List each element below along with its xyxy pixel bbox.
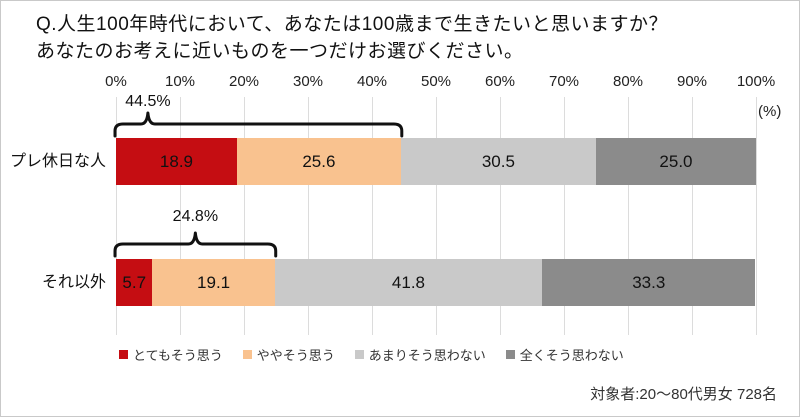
legend-label: ややそう思う <box>256 348 335 363</box>
bar-row: 18.9 25.6 30.5 25.0 <box>116 138 756 185</box>
x-axis-tick-label: 80% <box>612 73 644 90</box>
sum-annotation-label: 24.8% <box>172 208 219 225</box>
sum-bracket <box>113 231 278 258</box>
gridline <box>308 97 309 335</box>
bar-segment: 33.3 <box>542 259 756 306</box>
bar-segment-value: 19.1 <box>197 272 231 292</box>
legend-swatch-icon <box>242 350 252 359</box>
bar-row: 5.7 19.1 41.8 33.3 <box>116 259 756 306</box>
legend-label: あまりそう思わない <box>368 348 486 363</box>
category-label: プレ休日な人 <box>9 153 106 170</box>
sum-bracket <box>113 111 404 138</box>
bar-segment-value: 33.3 <box>632 272 666 292</box>
gridline <box>116 97 117 335</box>
bar-segment-value: 30.5 <box>481 151 515 171</box>
legend-swatch-icon <box>505 350 515 359</box>
bar-segment-value: 5.7 <box>122 272 147 292</box>
bar-segment: 18.9 <box>116 138 237 185</box>
bar-segment-value: 41.8 <box>391 272 425 292</box>
sample-note: 対象者:20～80代男女 728名 <box>590 386 777 403</box>
category-label: それ以外 <box>41 274 106 291</box>
bar-segment: 19.1 <box>152 259 275 306</box>
gridline <box>628 97 629 335</box>
legend-swatch-icon <box>354 350 364 359</box>
x-axis-tick-label: 10% <box>164 73 196 90</box>
x-axis-tick-label: 0% <box>105 73 127 90</box>
legend-label: 全くそう思わない <box>519 348 624 363</box>
bar-segment: 25.6 <box>236 138 401 185</box>
x-axis-tick-label: 100% <box>736 73 776 90</box>
x-axis-tick-label: 20% <box>228 73 260 90</box>
legend: とてもそう思う ややそう思う あまりそう思わない 全くそう思わない <box>119 345 624 364</box>
gridline <box>692 97 693 335</box>
gridline <box>180 97 181 335</box>
legend-label: とてもそう思う <box>133 348 223 363</box>
bar-segment: 30.5 <box>400 138 596 185</box>
x-axis-tick-label: 30% <box>292 73 324 90</box>
chart-title-line1: Q.人生100年時代において、あなたは100歳まで生きたいと思いますか？ <box>36 14 668 35</box>
gridline <box>500 97 501 335</box>
bar-segment: 5.7 <box>116 259 153 306</box>
legend-item: あまりそう思わない <box>354 345 486 364</box>
bar-segment: 25.0 <box>595 138 756 185</box>
gridline <box>372 97 373 335</box>
gridline <box>244 97 245 335</box>
sum-annotation-label: 44.5% <box>125 93 171 110</box>
x-axis-tick-label: 60% <box>484 73 516 90</box>
bar-segment: 41.8 <box>274 259 543 306</box>
legend-item: ややそう思う <box>242 345 335 364</box>
legend-item: とてもそう思う <box>119 345 223 364</box>
gridline <box>436 97 437 335</box>
x-axis-tick-label: 70% <box>548 73 580 90</box>
bar-segment-value: 25.6 <box>302 151 336 171</box>
x-axis-tick-label: 50% <box>420 73 452 90</box>
gridline <box>564 97 565 335</box>
x-axis-tick-label: 40% <box>356 73 388 90</box>
chart-title-line2: あなたのお考えに近いものを一つだけお選びください。 <box>36 41 524 62</box>
bar-segment-value: 18.9 <box>159 151 194 171</box>
legend-swatch-icon <box>119 350 128 359</box>
legend-item: 全くそう思わない <box>505 345 624 364</box>
axis-unit-label: (%) <box>758 103 782 120</box>
gridline <box>756 97 757 335</box>
chart-title: Q.人生100年時代において、あなたは100歳まで生きたいと思いますか？ あなた… <box>36 11 668 65</box>
x-axis-tick-label: 90% <box>676 73 708 90</box>
bar-segment-value: 25.0 <box>659 151 693 171</box>
